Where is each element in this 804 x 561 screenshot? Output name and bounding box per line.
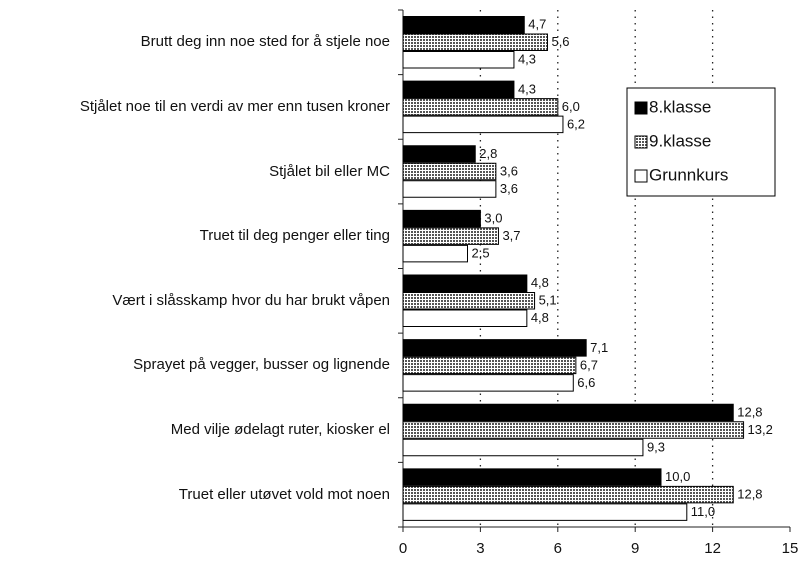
value-label: 2,5 [472,246,490,261]
value-label: 6,2 [567,116,585,131]
bar [402,292,536,310]
category-text: Truet eller utøvet vold mot noen [178,485,390,503]
bar [402,403,734,422]
value-label: 6,0 [562,99,580,114]
category-text: Stjålet noe til en verdi av mer enn tuse… [79,97,390,115]
y-tick-label: Sprayet på vegger, busser og lignende [0,333,390,398]
value-label: 3,6 [500,163,518,178]
value-label: 5,1 [539,293,557,308]
value-label: 4,3 [518,81,536,96]
x-tick-label: 6 [554,540,562,557]
value-label: 4,3 [518,52,536,67]
bar [402,374,574,392]
value-label: 2,8 [479,146,497,161]
bar [402,33,548,51]
value-label: 4,8 [531,275,549,290]
bar [402,468,662,486]
x-tick-label: 9 [631,540,639,557]
bar [402,162,497,181]
bar [402,16,525,34]
bar [402,421,745,439]
bar [402,180,497,198]
category-text: Brutt deg inn noe sted for å stjele noe [140,33,390,51]
bar [402,356,577,375]
legend-label: 8.klasse [649,97,711,116]
value-label: 7,1 [590,340,608,355]
legend-swatch [634,101,648,115]
category-text: Med vilje ødelagt ruter, kiosker el [170,421,390,439]
value-label: 3,0 [484,211,502,226]
legend-box [626,87,776,197]
value-label: 4,7 [528,17,546,32]
bar [402,98,559,116]
value-label: 12,8 [737,487,762,502]
value-label: 5,6 [551,34,569,49]
category-text: Vært i slåsskamp hvor du har brukt våpen [112,291,390,309]
bar [402,244,468,263]
y-tick-label: Truet til deg penger eller ting [0,204,390,269]
value-label: 6,6 [577,375,595,390]
bar [402,115,564,134]
x-tick-label: 0 [399,540,407,557]
bar [402,227,499,245]
value-label: 9,3 [647,439,665,454]
y-tick-label: Stjålet noe til en verdi av mer enn tuse… [0,75,390,140]
bar [402,274,528,292]
x-tick-label: 3 [476,540,484,557]
value-label: 4,8 [531,310,549,325]
bar [402,51,515,69]
category-text: Stjålet bil eller MC [269,162,390,180]
value-label: 11,0 [691,504,715,519]
bar [402,438,644,457]
value-label: 12,8 [737,404,762,419]
bar [402,503,688,521]
y-tick-label: Truet eller utøvet vold mot noen [0,462,390,527]
value-label: 10,0 [665,469,690,484]
x-tick-label: 12 [704,540,721,557]
value-label: 3,6 [500,181,518,196]
y-tick-label: Vært i slåsskamp hvor du har brukt våpen [0,269,390,334]
y-tick-label: Brutt deg inn noe sted for å stjele noe [0,10,390,75]
value-label: 13,2 [748,422,773,437]
bar [402,209,481,228]
legend-swatch [634,135,648,149]
y-tick-label: Stjålet bil eller MC [0,139,390,204]
bar [402,309,528,327]
legend-label: Grunnkurs [649,165,728,184]
bar [402,339,587,357]
bar [402,80,515,99]
value-label: 6,7 [580,357,598,372]
bar [402,485,734,504]
value-label: 3,7 [502,228,520,243]
category-text: Sprayet på vegger, busser og lignende [133,356,390,374]
category-text: Truet til deg penger eller ting [199,227,390,245]
x-tick-label: 15 [782,540,799,557]
bar [402,145,476,163]
y-tick-label: Med vilje ødelagt ruter, kiosker el [0,398,390,463]
legend-swatch [634,169,648,183]
legend-label: 9.klasse [649,131,711,150]
